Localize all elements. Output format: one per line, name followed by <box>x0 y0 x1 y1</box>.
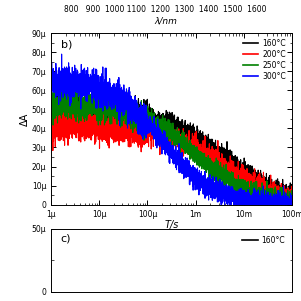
black <box>259 182 263 186</box>
Line: green: green <box>51 80 292 205</box>
Text: 800   900  1000 1100  1200  1300  1400  1500  1600: 800 900 1000 1100 1200 1300 1400 1500 16… <box>64 5 267 14</box>
red <box>110 102 114 106</box>
blue <box>142 102 145 106</box>
red <box>91 122 95 126</box>
blue <box>60 52 64 56</box>
green <box>91 97 95 101</box>
red <box>77 123 80 126</box>
black <box>49 98 53 102</box>
green <box>286 191 289 195</box>
black <box>152 123 156 127</box>
green <box>74 79 78 82</box>
red <box>286 194 289 198</box>
red <box>268 203 272 206</box>
red <box>290 191 294 195</box>
Legend: 160°C: 160°C <box>239 233 288 248</box>
blue <box>77 81 80 84</box>
blue <box>290 203 294 206</box>
Line: black: black <box>51 91 292 205</box>
Text: c): c) <box>61 234 71 244</box>
blue <box>152 115 156 118</box>
black <box>91 107 95 110</box>
blue <box>91 77 95 81</box>
Line: red: red <box>51 104 292 205</box>
red <box>152 134 156 138</box>
green <box>290 196 294 200</box>
black <box>286 187 289 191</box>
Legend: 160°C, 200°C, 250°C, 300°C: 160°C, 200°C, 250°C, 300°C <box>241 37 288 83</box>
blue <box>49 84 53 87</box>
Text: b): b) <box>61 40 72 50</box>
green <box>49 112 53 115</box>
X-axis label: T/s: T/s <box>164 220 179 230</box>
black <box>289 203 293 206</box>
black <box>77 104 80 107</box>
green <box>261 203 264 206</box>
blue <box>260 203 263 206</box>
Line: blue: blue <box>51 54 292 205</box>
red <box>259 180 263 184</box>
green <box>142 113 145 117</box>
green <box>152 120 156 124</box>
black <box>74 89 78 93</box>
blue <box>219 203 223 206</box>
black <box>142 116 145 119</box>
Text: λ/nm: λ/nm <box>154 17 177 26</box>
green <box>259 201 263 204</box>
blue <box>286 201 289 204</box>
red <box>142 117 145 121</box>
Y-axis label: ΔA: ΔA <box>20 112 30 126</box>
red <box>49 116 53 120</box>
green <box>77 107 80 111</box>
black <box>290 186 294 190</box>
